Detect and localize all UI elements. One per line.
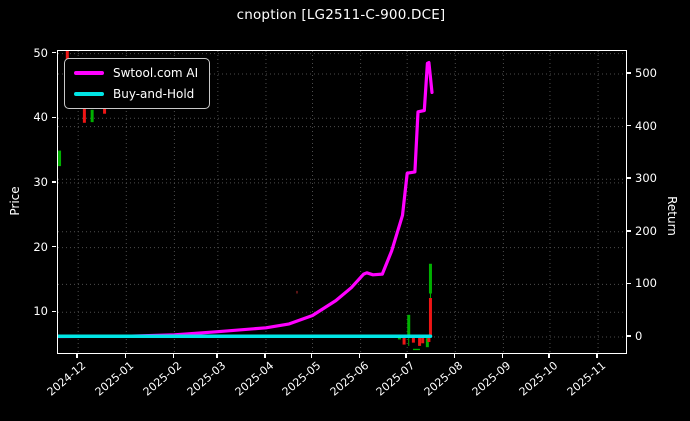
ai-line-swatch	[74, 71, 104, 75]
price-tick-label: 40	[33, 110, 48, 125]
right-tick-mark	[627, 177, 631, 179]
left-tick-mark	[52, 310, 56, 312]
candlestick	[427, 336, 431, 343]
ai-return-line	[58, 61, 434, 339]
candlestick	[421, 336, 425, 344]
left-axis-label: Price	[8, 186, 22, 216]
x-tick-mark	[405, 353, 407, 358]
candle-wick	[429, 293, 431, 299]
candlestick	[402, 336, 406, 345]
x-tick-label: 2025-05	[279, 359, 323, 399]
x-tick-mark	[76, 353, 78, 358]
candlestick	[412, 348, 420, 351]
candlestick	[82, 103, 86, 123]
x-tick-mark	[358, 353, 361, 358]
x-tick-label: 2024-12	[44, 359, 89, 399]
x-tick-label: 2025-01	[93, 359, 137, 399]
return-tick-label: 300	[635, 171, 657, 186]
return-tick-label: 100	[635, 276, 657, 291]
right-tick-mark	[627, 72, 631, 74]
candlestick	[65, 51, 69, 62]
x-tick-label: 2025-06	[327, 359, 371, 399]
buyhold-line-swatch	[74, 92, 104, 96]
x-tick-label: 2025-08	[422, 359, 466, 399]
candlestick	[295, 290, 298, 294]
candlestick	[418, 337, 422, 346]
candlestick	[428, 298, 432, 337]
right-tick-mark	[627, 124, 631, 127]
right-tick-mark	[627, 282, 631, 285]
legend-label-buyhold: Buy-and-Hold	[113, 87, 195, 101]
x-tick-mark	[453, 353, 456, 358]
x-tick-mark	[501, 353, 504, 358]
x-tick-mark	[264, 353, 266, 358]
candle-wick	[408, 335, 410, 346]
return-tick-label: 500	[635, 65, 657, 80]
price-tick-label: 20	[33, 239, 48, 254]
candlestick	[58, 150, 62, 167]
right-tick-mark	[627, 335, 631, 337]
legend: Swtool.com AI Buy-and-Hold	[64, 58, 211, 109]
price-tick-label: 30	[33, 174, 48, 189]
candlestick	[103, 104, 107, 114]
legend-item-buyhold: Buy-and-Hold	[74, 85, 198, 103]
x-tick-label: 2025-10	[516, 359, 561, 399]
return-tick-label: 200	[635, 223, 657, 238]
x-tick-mark	[172, 353, 175, 358]
plot-area[interactable]: Swtool.com AI Buy-and-Hold	[57, 50, 627, 354]
price-tick-label: 10	[33, 304, 48, 319]
x-tick-mark	[124, 353, 127, 358]
x-tick-mark	[216, 353, 218, 358]
candlestick	[425, 338, 429, 348]
right-tick-mark	[627, 230, 631, 232]
candlestick	[407, 314, 411, 336]
candlestick	[428, 263, 432, 294]
x-tick-label: 2025-09	[470, 359, 514, 399]
chart-title: cnoption [LG2511-C-900.DCE]	[236, 7, 446, 23]
candlestick	[411, 336, 415, 343]
left-tick-mark	[52, 181, 56, 183]
left-tick-mark	[52, 51, 56, 54]
x-tick-mark	[310, 353, 313, 358]
x-tick-mark	[596, 353, 598, 358]
x-tick-mark	[548, 353, 550, 358]
legend-item-ai: Swtool.com AI	[74, 64, 198, 82]
x-tick-label: 2025-04	[232, 359, 277, 399]
price-tick-label: 50	[33, 45, 48, 60]
left-tick-mark	[52, 245, 56, 248]
left-tick-mark	[52, 116, 56, 118]
x-tick-label: 2025-07	[373, 359, 418, 399]
x-tick-label: 2025-11	[564, 359, 609, 399]
chart-canvas	[58, 51, 626, 353]
return-tick-label: 0	[635, 329, 643, 343]
x-tick-label: 2025-02	[141, 359, 185, 399]
candlestick	[90, 109, 94, 123]
return-tick-label: 400	[635, 118, 657, 133]
legend-label-ai: Swtool.com AI	[113, 66, 199, 80]
x-tick-label: 2025-03	[184, 359, 229, 399]
